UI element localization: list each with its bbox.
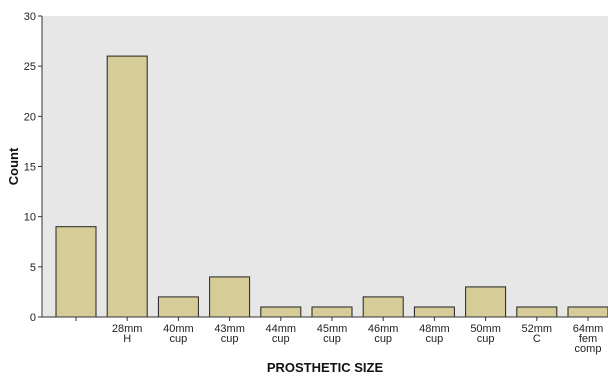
x-tick-label-line: cup	[221, 333, 239, 345]
y-axis: 0 5 10 15 20 25 30	[24, 11, 43, 324]
bar	[465, 286, 507, 318]
x-tick-label: 28mm H	[112, 323, 143, 345]
x-tick-label-line: cup	[426, 333, 444, 345]
x-tick-label-line: C	[533, 333, 541, 345]
x-tick-label-line: 43mm	[214, 323, 245, 335]
x-tick-label-line: cup	[170, 333, 188, 345]
bars-group	[55, 55, 608, 318]
bar	[260, 306, 302, 318]
x-tick-label-line: 40mm	[163, 323, 194, 335]
x-tick-label: 50mm cup	[470, 323, 501, 345]
y-tick-label: 5	[30, 262, 36, 274]
x-tick-label-line: 44mm	[266, 323, 297, 335]
y-tick-label: 15	[24, 162, 36, 174]
x-tick-label-line: fem	[579, 333, 597, 345]
x-tick-label: 40mm cup	[163, 323, 194, 345]
x-tick-label: 46mm cup	[368, 323, 399, 345]
y-tick-label: 10	[24, 212, 36, 224]
bar	[106, 55, 148, 318]
bar	[311, 306, 353, 318]
x-tick-label: 52mm C	[522, 323, 553, 345]
bar	[516, 306, 558, 318]
x-tick-label-line: H	[123, 333, 131, 345]
y-tick-label: 0	[30, 312, 36, 324]
x-tick-label-line: 28mm	[112, 323, 143, 335]
x-tick-label: 43mm cup	[214, 323, 245, 345]
x-tick-label: 45mm cup	[317, 323, 348, 345]
x-axis-title: PROSTHETIC SIZE	[267, 360, 384, 375]
x-tick-label: 64mm fem comp	[573, 323, 604, 355]
bar	[413, 306, 455, 318]
x-tick-label-line: 48mm	[419, 323, 450, 335]
x-tick-label-line: 52mm	[522, 323, 553, 335]
y-tick-label: 20	[24, 111, 36, 123]
x-tick-label-line: cup	[323, 333, 341, 345]
x-tick-label-line: 64mm	[573, 323, 604, 335]
bar	[362, 296, 404, 318]
x-tick-label-line: cup	[477, 333, 495, 345]
x-tick-label: 44mm cup	[266, 323, 297, 345]
x-tick-label-line: cup	[272, 333, 290, 345]
y-tick-label: 30	[24, 11, 36, 23]
bar	[567, 306, 608, 318]
x-tick-label-line: comp	[575, 343, 602, 355]
y-axis-title: Count	[6, 147, 21, 185]
bar	[209, 276, 251, 318]
x-tick-label-line: cup	[374, 333, 392, 345]
x-tick-label-line: 50mm	[470, 323, 501, 335]
x-tick-label: 48mm cup	[419, 323, 450, 345]
bar	[55, 226, 97, 318]
bar	[157, 296, 199, 318]
y-tick-label: 25	[24, 61, 36, 73]
x-tick-label-line: 46mm	[368, 323, 399, 335]
x-tick-label-line: 45mm	[317, 323, 348, 335]
